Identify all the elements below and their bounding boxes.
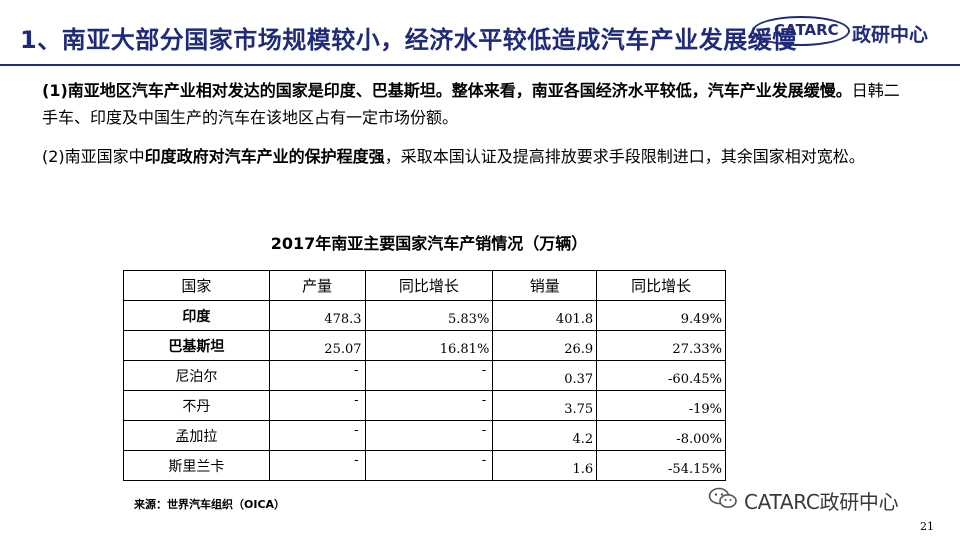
table-row: 不丹 - - 3.75 -19%: [123, 390, 726, 421]
paragraph-2-bold: 印度政府对汽车产业的保护程度强: [144, 147, 385, 166]
table-row: 斯里兰卡 - - 1.6 -54.15%: [123, 450, 726, 481]
watermark-text: CATARC政研中心: [744, 490, 899, 514]
header-production: 产量: [268, 270, 366, 301]
paragraph-2-pre: (2)南亚国家中: [42, 147, 145, 166]
paragraph-1-normal: 日韩二手车、印度及中国生产的汽车在该地区占有一定市场份额。: [42, 81, 900, 127]
sales-growth-cell: -19%: [596, 390, 726, 421]
production-cell: -: [268, 450, 366, 481]
header-production-growth: 同比增长: [364, 270, 494, 301]
sales-growth-cell: 27.33%: [596, 330, 726, 361]
sales-cell: 401.8: [492, 300, 598, 331]
production-growth-cell: 5.83%: [364, 300, 494, 331]
table-title: 2017年南亚主要国家汽车产销情况（万辆）: [270, 234, 588, 253]
wechat-icon: [708, 487, 737, 508]
paragraph-2: (2)南亚国家中印度政府对汽车产业的保护程度强，采取本国认证及提高排放要求手段限…: [42, 143, 902, 170]
logo-abbr: CATARC: [774, 21, 839, 39]
production-growth-cell: -: [364, 420, 494, 451]
country-cell: 不丹: [123, 390, 270, 421]
title-divider: [0, 64, 960, 66]
logo-text: 政研中心: [852, 24, 929, 46]
production-sales-table: 国家 产量 同比增长 销量 同比增长 印度 478.3 5.83% 401.8 …: [123, 270, 726, 481]
catarc-logo: CATARC 政研中心: [752, 14, 942, 48]
country-cell: 尼泊尔: [123, 360, 270, 391]
sales-growth-cell: 9.49%: [596, 300, 726, 331]
header-country: 国家: [123, 270, 270, 301]
production-growth-cell: -: [364, 450, 494, 481]
paragraph-1: (1)南亚地区汽车产业相对发达的国家是印度、巴基斯坦。整体来看，南亚各国经济水平…: [42, 77, 902, 131]
slide-title: 1、南亚大部分国家市场规模较小，经济水平较低造成汽车产业发展缓慢: [20, 26, 797, 54]
production-cell: -: [268, 390, 366, 421]
logo-ellipse: [752, 16, 850, 46]
table-row: 孟加拉 - - 4.2 -8.00%: [123, 420, 726, 451]
sales-growth-cell: -54.15%: [596, 450, 726, 481]
production-growth-cell: 16.81%: [364, 330, 494, 361]
paragraph-2-post: ，采取本国认证及提高排放要求手段限制进口，其余国家相对宽松。: [384, 147, 865, 166]
wechat-watermark: CATARC政研中心: [708, 484, 938, 514]
table-row: 印度 478.3 5.83% 401.8 9.49%: [123, 300, 726, 331]
sales-cell: 3.75: [492, 390, 598, 421]
header-sales-growth: 同比增长: [596, 270, 726, 301]
header-sales: 销量: [492, 270, 598, 301]
country-cell: 巴基斯坦: [123, 330, 270, 361]
sales-cell: 4.2: [492, 420, 598, 451]
table-row: 巴基斯坦 25.07 16.81% 26.9 27.33%: [123, 330, 726, 361]
production-cell: -: [268, 360, 366, 391]
table-row: 尼泊尔 - - 0.37 -60.45%: [123, 360, 726, 391]
sales-cell: 0.37: [492, 360, 598, 391]
sales-growth-cell: -8.00%: [596, 420, 726, 451]
production-cell: 25.07: [268, 330, 366, 361]
sales-cell: 1.6: [492, 450, 598, 481]
country-cell: 孟加拉: [123, 420, 270, 451]
table-source: 来源：世界汽车组织（OICA）: [134, 498, 286, 511]
production-growth-cell: -: [364, 360, 494, 391]
production-cell: -: [268, 420, 366, 451]
production-cell: 478.3: [268, 300, 366, 331]
production-growth-cell: -: [364, 390, 494, 421]
sales-growth-cell: -60.45%: [596, 360, 726, 391]
paragraph-1-bold: (1)南亚地区汽车产业相对发达的国家是印度、巴基斯坦。整体来看，南亚各国经济水平…: [42, 81, 852, 100]
sales-cell: 26.9: [492, 330, 598, 361]
country-cell: 斯里兰卡: [123, 450, 270, 481]
country-cell: 印度: [123, 300, 270, 331]
page-number: 21: [920, 520, 934, 533]
table-header-row: 国家 产量 同比增长 销量 同比增长: [123, 270, 726, 301]
